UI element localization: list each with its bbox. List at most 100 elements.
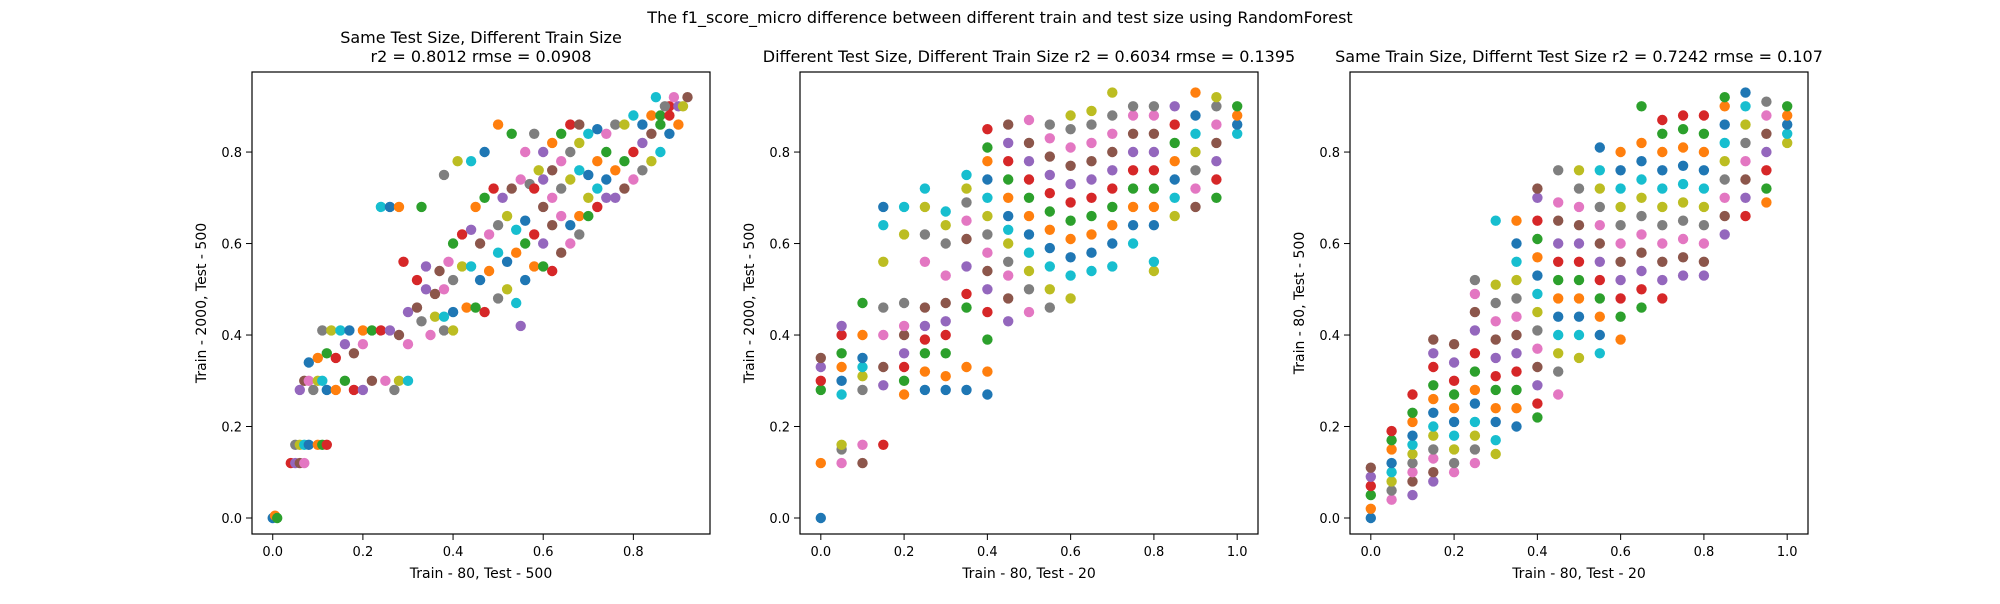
data-point [1044,133,1056,144]
data-point [1740,101,1751,112]
y-tick-label: 0.6 [221,238,242,253]
data-point [1511,348,1522,359]
data-point [1448,444,1460,455]
data-point [384,201,396,213]
data-point [1065,142,1076,153]
data-point [940,220,951,231]
data-point [1044,284,1056,295]
data-point [940,270,951,281]
data-point [1594,256,1606,267]
data-point [1003,256,1014,267]
data-point [456,261,468,272]
y-tick-label: 0.4 [769,329,790,344]
data-point [1553,329,1564,341]
data-point [1127,238,1139,249]
data-point [982,174,993,185]
data-point [1044,206,1056,217]
data-point [1407,457,1418,469]
data-point [511,297,522,309]
data-point [664,110,675,121]
data-point [1573,352,1585,364]
plot-frame [251,71,711,535]
data-point [1532,252,1543,263]
data-point [1127,146,1139,158]
data-point [919,256,931,267]
subplot-title: Different Test Size, Different Train Siz… [763,47,1295,66]
data-point [1511,366,1522,377]
data-point [1615,334,1626,345]
data-point [1448,403,1460,414]
data-point [961,215,972,226]
data-point [1615,256,1626,267]
data-point [1573,311,1585,322]
data-point [348,348,360,359]
data-point [1065,110,1076,121]
data-point [1448,389,1460,400]
data-point [1211,101,1222,112]
data-point [389,384,400,396]
data-point [1365,471,1377,482]
data-point [646,128,657,139]
data-point [339,339,351,350]
data-point [857,297,868,309]
x-tick-label: 0.2 [894,545,915,560]
data-point [1511,274,1522,286]
data-points [815,87,1243,524]
data-point [1782,110,1793,121]
data-point [1107,183,1118,194]
data-point [1232,128,1243,139]
data-point [1782,128,1793,139]
data-point [1148,101,1160,112]
data-point [1532,288,1543,300]
x-tick-label: 1.0 [1777,545,1798,560]
data-point [1490,352,1501,364]
data-point [1448,339,1460,350]
subplot-3: Same Train Size, Differnt Test Size r2 =… [1292,47,1823,582]
data-point [1407,389,1418,400]
data-point [1636,265,1647,277]
data-point [335,325,346,336]
x-tick-label: 0.8 [1694,545,1715,560]
data-point [1615,165,1626,176]
y-tick-label: 0.4 [1319,329,1340,344]
data-point [982,265,993,277]
data-point [1169,156,1180,167]
data-point [1107,201,1118,213]
data-point [1532,361,1543,373]
data-point [1365,462,1377,473]
data-point [344,325,355,336]
data-point [898,297,910,309]
data-point [898,329,910,341]
data-point [836,320,847,332]
data-point [1636,284,1647,295]
data-point [366,375,378,386]
data-point [556,247,567,258]
data-point [592,156,603,167]
data-point [1190,128,1201,139]
data-point [303,375,314,386]
data-point [1636,192,1647,203]
data-point [982,229,993,240]
data-point [1127,128,1139,139]
data-point [1532,233,1543,245]
data-point [556,183,567,194]
data-point [1086,265,1097,277]
subplot-title: Same Train Size, Differnt Test Size r2 =… [1335,47,1823,66]
data-point [1594,238,1606,249]
data-point [1740,87,1751,98]
data-point [1573,165,1585,176]
data-point [1469,325,1481,336]
data-point [348,384,360,396]
data-point [857,384,868,396]
data-point [1065,293,1076,304]
data-point [1044,188,1056,199]
data-point [529,229,540,240]
subplot-title: r2 = 0.8012 rmse = 0.0908 [370,47,591,66]
data-point [1719,229,1730,240]
data-point [961,384,972,396]
data-point [815,457,826,469]
y-tick-label: 0.2 [769,421,790,436]
data-point [1086,137,1097,149]
data-point [1553,238,1564,249]
data-point [1573,256,1585,267]
